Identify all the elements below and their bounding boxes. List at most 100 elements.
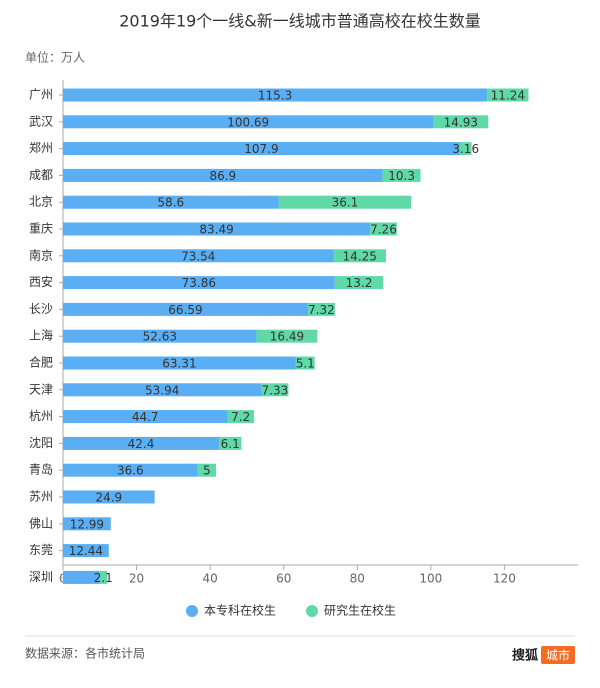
data-label: 11.24 — [491, 89, 525, 103]
data-label: 36.1 — [332, 196, 359, 210]
bar-segment — [63, 517, 111, 531]
data-label: 66.59 — [168, 303, 202, 317]
y-tick-label: 西安 — [29, 274, 53, 289]
bar-segment — [63, 490, 155, 504]
chart-title: 2019年19个一线&新一线城市普通高校在校生数量 — [119, 12, 481, 31]
bar-segment — [99, 570, 108, 584]
data-label: 58.6 — [157, 196, 184, 210]
bar-segment — [278, 195, 412, 209]
data-label: 63.31 — [162, 357, 196, 371]
legend-marker — [186, 605, 198, 617]
y-tick-label: 重庆 — [29, 222, 53, 236]
bar-segment — [333, 249, 386, 263]
y-tick-label: 长沙 — [29, 302, 53, 316]
bar-segment — [63, 410, 228, 424]
bar-segment — [218, 436, 242, 450]
y-tick-label: 北京 — [29, 195, 53, 209]
data-label: 73.86 — [182, 276, 216, 290]
bar-segment — [256, 329, 318, 343]
bar-segment — [370, 222, 397, 236]
bar-segment — [382, 168, 421, 182]
y-tick-label: 南京 — [29, 247, 53, 262]
data-label: 44.7 — [132, 410, 159, 424]
bar-segment — [63, 329, 257, 343]
y-tick-label: 上海 — [29, 328, 53, 343]
bar-segment — [433, 115, 489, 129]
y-tick-label: 青岛 — [29, 462, 53, 477]
bar-segment — [63, 436, 219, 450]
y-tick-label: 合肥 — [29, 355, 53, 370]
bar-segment — [63, 463, 198, 477]
bar-segment — [63, 570, 100, 584]
bar-segment — [63, 302, 308, 316]
bar-segment — [63, 383, 262, 397]
x-tick-label: 20 — [129, 572, 144, 586]
data-label: 5.1 — [296, 357, 315, 371]
source: 数据来源：各市统计局 — [25, 646, 145, 661]
data-label: 24.9 — [95, 491, 122, 505]
bar-segment — [63, 356, 296, 370]
bar-segment — [63, 142, 460, 156]
data-label: 7.26 — [370, 223, 397, 237]
x-tick-label: 40 — [203, 572, 218, 586]
y-tick-label: 深圳 — [29, 570, 53, 584]
logo-badge: 城市 — [546, 648, 570, 663]
x-tick-label: 80 — [350, 572, 365, 586]
data-label: 100.69 — [227, 115, 269, 129]
legend-label: 本专科在校生 — [204, 603, 276, 618]
data-label: 115.3 — [258, 89, 292, 103]
data-label: 107.9 — [244, 142, 278, 156]
data-label: 5 — [203, 464, 211, 478]
x-tick-label: 120 — [493, 572, 516, 586]
data-label: 73.54 — [181, 249, 215, 263]
bar-segment — [334, 276, 384, 290]
y-tick-label: 郑州 — [29, 140, 53, 155]
bar-segment — [197, 463, 217, 477]
data-label: 12.99 — [70, 517, 104, 531]
y-tick-label: 天津 — [29, 382, 53, 396]
data-label: 42.4 — [128, 437, 155, 451]
data-label: 6.1 — [221, 437, 240, 451]
x-tick-label: 100 — [419, 572, 442, 586]
bar-segment — [63, 249, 334, 263]
y-tick-label: 杭州 — [29, 408, 53, 423]
bar-segment — [63, 115, 434, 129]
data-label: 53.94 — [145, 383, 179, 397]
bar-segment — [63, 544, 109, 558]
data-label: 52.63 — [143, 330, 177, 344]
y-tick-label: 佛山 — [29, 516, 53, 530]
bar-segment — [63, 222, 371, 236]
y-tick-label: 广州 — [29, 88, 53, 102]
x-tick-label: 60 — [276, 572, 291, 586]
bar-segment — [295, 356, 315, 370]
data-label: 86.9 — [209, 169, 236, 183]
data-label: 3.16 — [452, 142, 479, 156]
y-tick-label: 成都 — [29, 168, 53, 182]
data-label: 10.3 — [388, 169, 415, 183]
bar-segment — [487, 88, 529, 102]
bar-segment — [261, 383, 289, 397]
data-label: 13.2 — [346, 276, 373, 290]
y-tick-label: 苏州 — [29, 490, 53, 504]
data-label: 14.25 — [343, 249, 377, 263]
y-tick-label: 东莞 — [29, 543, 53, 557]
data-label: 36.6 — [117, 464, 144, 478]
logo-badge-bg — [541, 646, 575, 664]
bar-segment — [63, 195, 279, 209]
data-label: 83.49 — [199, 223, 233, 237]
bar-segment — [63, 276, 335, 290]
bar-segment — [459, 142, 472, 156]
data-label: 2.1 — [94, 571, 113, 585]
data-label: 7.32 — [308, 303, 335, 317]
logo-brand: 搜狐 — [512, 648, 538, 664]
y-tick-label: 沈阳 — [29, 435, 53, 450]
bar-segment — [227, 410, 254, 424]
legend-label: 研究生在校生 — [324, 603, 396, 618]
subtitle: 单位：万人 — [25, 50, 85, 65]
data-label: 16.49 — [270, 330, 304, 344]
legend-marker — [306, 605, 319, 617]
data-label: 14.93 — [444, 115, 478, 129]
data-label: 7.2 — [231, 410, 250, 424]
bar-segment — [63, 88, 488, 102]
bar-segment — [307, 302, 335, 316]
